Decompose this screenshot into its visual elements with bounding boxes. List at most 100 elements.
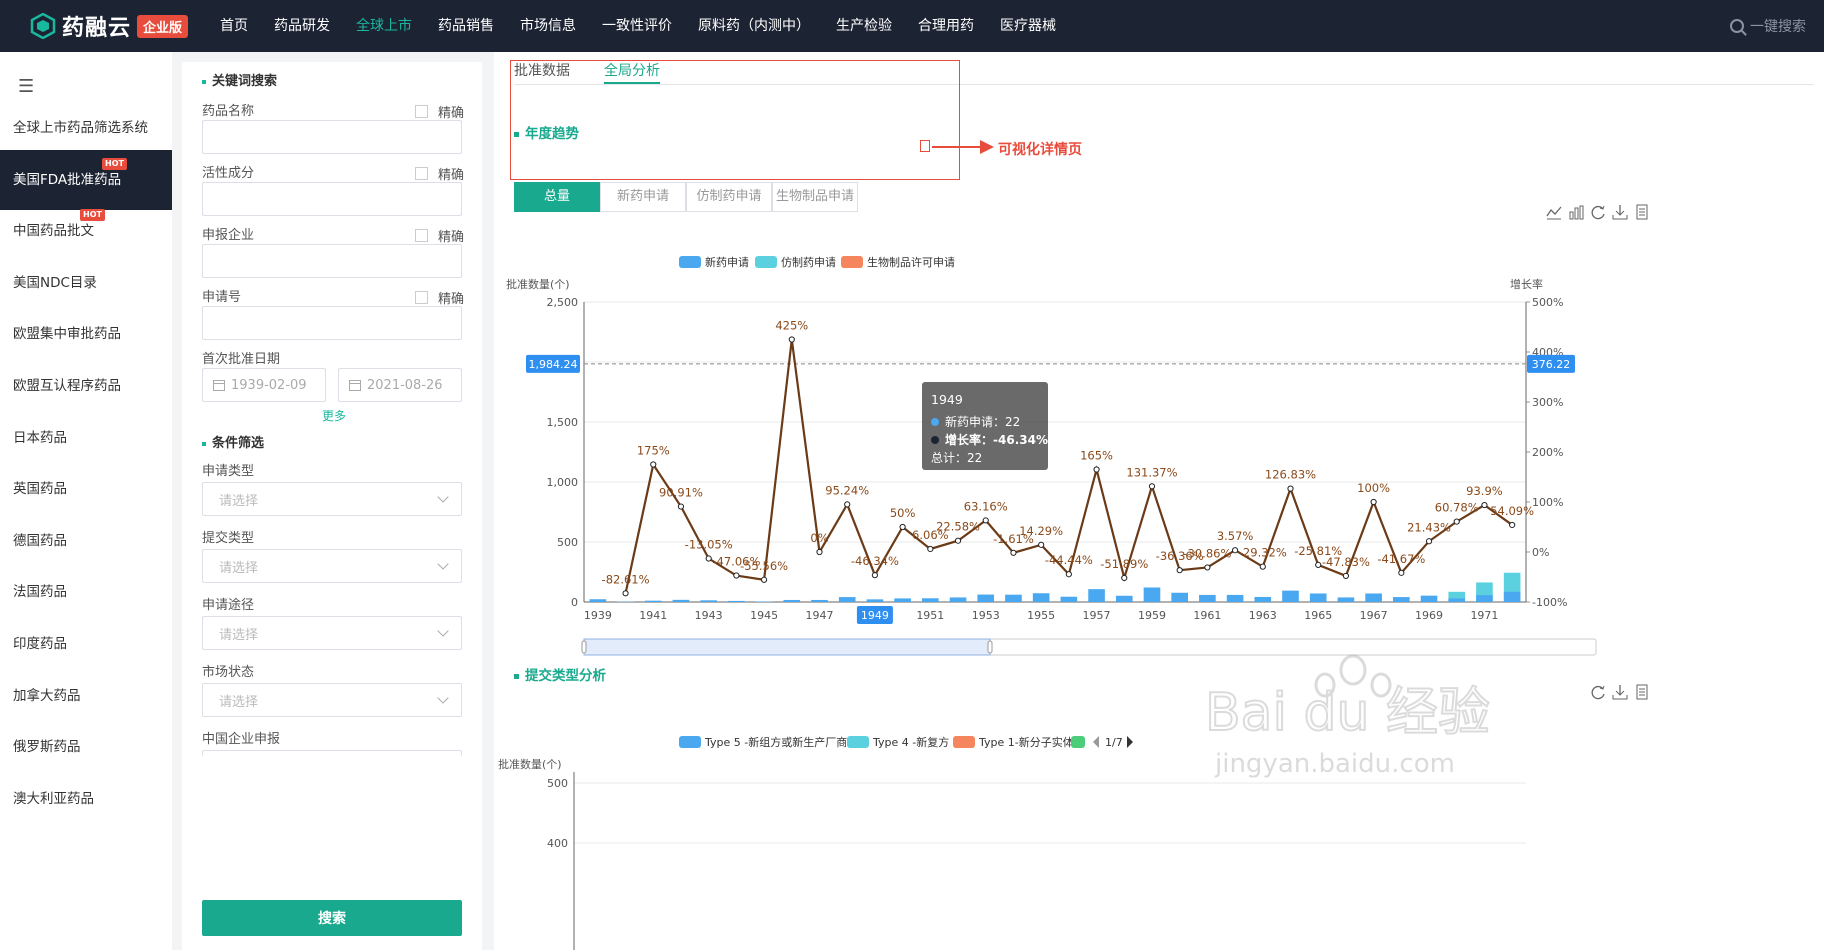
- growth-point[interactable]: [1121, 574, 1128, 582]
- legend-label[interactable]: Type 5 -新组方或新生产厂商: [704, 735, 847, 749]
- bar[interactable]: [644, 600, 662, 602]
- checkbox[interactable]: [414, 291, 428, 304]
- date-to-input[interactable]: 2021-08-26: [338, 368, 462, 402]
- growth-point[interactable]: [899, 523, 906, 531]
- legend-label[interactable]: 新药申请: [705, 255, 749, 269]
- sidebar-item-4[interactable]: 欧盟集中审批药品: [0, 304, 172, 364]
- bar-segment[interactable]: [1503, 591, 1521, 602]
- nav-item-3[interactable]: 药品销售: [438, 18, 494, 34]
- bar[interactable]: [1226, 594, 1244, 602]
- download-icon[interactable]: [1612, 684, 1628, 700]
- bar[interactable]: [894, 598, 911, 602]
- sidebar-item-13[interactable]: 澳大利亚药品: [0, 769, 172, 829]
- bar-segment[interactable]: [1448, 598, 1466, 602]
- applicant-input[interactable]: [202, 244, 462, 278]
- bar-segment[interactable]: [1476, 595, 1493, 602]
- bar[interactable]: [1115, 595, 1133, 602]
- bar[interactable]: [922, 598, 939, 602]
- growth-point[interactable]: [982, 517, 989, 524]
- growth-point[interactable]: [1038, 541, 1045, 548]
- bar[interactable]: [728, 600, 745, 602]
- bar[interactable]: [1282, 590, 1299, 602]
- bar[interactable]: [1032, 593, 1050, 602]
- growth-point[interactable]: [1259, 563, 1266, 570]
- legend-swatch[interactable]: [953, 736, 975, 748]
- growth-point[interactable]: [1425, 538, 1433, 545]
- growth-point[interactable]: [1453, 518, 1460, 525]
- growth-point[interactable]: [1176, 567, 1183, 574]
- bar[interactable]: [1393, 597, 1410, 602]
- data-view-icon[interactable]: [1634, 684, 1650, 700]
- nav-item-9[interactable]: 医疗器械: [1000, 18, 1056, 34]
- more-link[interactable]: 更多: [322, 409, 347, 423]
- bar[interactable]: [866, 599, 884, 602]
- bar[interactable]: [1420, 595, 1438, 602]
- bar[interactable]: [1171, 592, 1188, 602]
- cn-company-select[interactable]: [202, 750, 462, 756]
- legend-swatch[interactable]: [847, 736, 869, 748]
- sidebar-item-8[interactable]: 德国药品: [0, 511, 172, 571]
- growth-point[interactable]: [1370, 498, 1377, 506]
- refresh-icon[interactable]: [1590, 684, 1606, 700]
- refresh-icon[interactable]: [1590, 204, 1606, 220]
- nav-item-2[interactable]: 全球上市: [356, 18, 412, 34]
- growth-point[interactable]: [927, 545, 934, 553]
- growth-point[interactable]: [1093, 466, 1100, 473]
- growth-point[interactable]: [650, 461, 657, 468]
- nav-item-8[interactable]: 合理用药: [918, 18, 974, 34]
- bar[interactable]: [1060, 596, 1078, 602]
- legend-swatch[interactable]: [679, 256, 701, 268]
- submit-type-select[interactable]: 请选择: [202, 549, 462, 583]
- nav-item-6[interactable]: 原料药（内测中）: [698, 18, 810, 34]
- prev-page-icon[interactable]: [1093, 736, 1099, 748]
- sidebar-item-3[interactable]: 美国NDC目录: [0, 253, 172, 313]
- tab-approval-data[interactable]: 批准数据: [514, 63, 570, 79]
- legend-swatch[interactable]: [679, 736, 701, 748]
- bar[interactable]: [1365, 593, 1382, 602]
- data-view-icon[interactable]: [1634, 204, 1650, 220]
- hamburger-icon[interactable]: ☰: [18, 76, 35, 97]
- growth-point[interactable]: [705, 555, 712, 562]
- sidebar-item-12[interactable]: 俄罗斯药品: [0, 717, 172, 777]
- bar[interactable]: [838, 597, 856, 602]
- btab-biologic[interactable]: 生物制品申请: [772, 182, 858, 212]
- sidebar-item-2[interactable]: 中国药品批文 HOT: [0, 201, 172, 261]
- legend-label[interactable]: Type 4 -新复方: [872, 735, 949, 749]
- sidebar-item-11[interactable]: 加拿大药品: [0, 666, 172, 726]
- nav-item-0[interactable]: 首页: [220, 18, 248, 34]
- sidebar-item-5[interactable]: 欧盟互认程序药品: [0, 356, 172, 416]
- zoom-slider-handle[interactable]: [987, 640, 993, 654]
- bar[interactable]: [1337, 597, 1355, 602]
- active-ingredient-input[interactable]: [202, 182, 462, 216]
- drug-name-input[interactable]: [202, 120, 462, 154]
- date-from-input[interactable]: 1939-02-09: [202, 368, 326, 402]
- app-route-select[interactable]: 请选择: [202, 616, 462, 650]
- growth-point[interactable]: [760, 576, 768, 583]
- btab-new-drug[interactable]: 新药申请: [600, 182, 686, 212]
- legend-label[interactable]: 生物制品许可申请: [867, 255, 955, 269]
- btab-generic[interactable]: 仿制药申请: [686, 182, 772, 212]
- nav-item-7[interactable]: 生产检验: [836, 18, 892, 34]
- growth-point[interactable]: [1287, 485, 1294, 492]
- bar[interactable]: [700, 600, 717, 602]
- growth-point[interactable]: [788, 336, 795, 343]
- growth-point[interactable]: [733, 572, 740, 579]
- submit-type-chart[interactable]: Type 5 -新组方或新生产厂商 Type 4 -新复方 Type 1-新分子实体…: [494, 672, 1824, 950]
- legend-swatch[interactable]: [755, 256, 777, 268]
- download-icon[interactable]: [1612, 204, 1628, 220]
- bar[interactable]: [589, 599, 607, 602]
- growth-point[interactable]: [1231, 547, 1239, 554]
- app-type-select[interactable]: 请选择: [202, 482, 462, 516]
- zoom-slider-handle[interactable]: [581, 640, 587, 654]
- checkbox[interactable]: [414, 229, 428, 242]
- bar[interactable]: [1005, 594, 1022, 602]
- growth-point[interactable]: [871, 572, 879, 579]
- sidebar-item-0[interactable]: 全球上市药品筛选系统: [0, 98, 172, 158]
- checkbox[interactable]: [414, 167, 428, 180]
- drug-name-exact[interactable]: 精确: [414, 102, 464, 121]
- sidebar-item-9[interactable]: 法国药品: [0, 562, 172, 622]
- btab-total[interactable]: 总量: [514, 182, 600, 212]
- growth-point[interactable]: [1398, 569, 1405, 576]
- nav-item-1[interactable]: 药品研发: [274, 18, 330, 34]
- legend-label[interactable]: Type 1-新分子实体: [978, 735, 1074, 749]
